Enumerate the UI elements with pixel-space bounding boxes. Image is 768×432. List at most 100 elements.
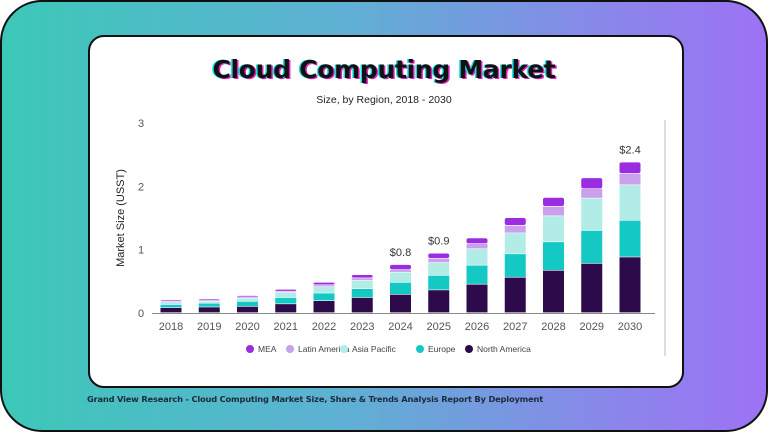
bar-segment-mea-2019 bbox=[198, 299, 220, 300]
bar-segment-asia-pacific-2029 bbox=[581, 198, 603, 231]
x-tick-label: 2028 bbox=[541, 321, 565, 333]
bar-segment-asia-pacific-2026 bbox=[466, 249, 488, 265]
bar-segment-mea-2027 bbox=[504, 218, 526, 226]
legend-label: Asia Pacific bbox=[352, 344, 397, 354]
bar-segment-europe-2029 bbox=[581, 230, 603, 264]
bar-segment-mea-2028 bbox=[543, 197, 564, 207]
bar-segment-latin-america-2018 bbox=[160, 301, 182, 303]
bar-segment-asia-pacific-2027 bbox=[504, 233, 526, 254]
legend-swatch bbox=[465, 345, 473, 353]
bar-segment-europe-2027 bbox=[504, 254, 526, 277]
bar-segment-asia-pacific-2028 bbox=[543, 216, 564, 242]
bar-segment-north-america-2029 bbox=[581, 263, 603, 313]
legend-item-mea[interactable]: MEA bbox=[246, 344, 277, 354]
bar-segment-asia-pacific-2024 bbox=[390, 272, 411, 283]
bar-segment-mea-2020 bbox=[237, 295, 258, 297]
bar-segment-asia-pacific-2022 bbox=[313, 287, 335, 293]
x-tick-label: 2026 bbox=[465, 321, 489, 333]
bar-segment-asia-pacific-2030 bbox=[619, 185, 641, 220]
bar-segment-europe-2025 bbox=[428, 275, 450, 290]
legend-swatch bbox=[286, 345, 294, 353]
bar-segment-europe-2022 bbox=[313, 293, 335, 301]
bar-segment-europe-2019 bbox=[198, 303, 220, 307]
x-tick-label: 2024 bbox=[388, 321, 412, 333]
bar-segment-latin-america-2023 bbox=[351, 278, 373, 281]
bar-segment-mea-2025 bbox=[428, 253, 450, 258]
bar-segment-north-america-2027 bbox=[504, 277, 526, 313]
x-tick-label: 2020 bbox=[235, 321, 259, 333]
bar-segment-latin-america-2030 bbox=[619, 173, 641, 185]
bar-segment-mea-2029 bbox=[581, 178, 603, 189]
bar-segment-europe-2028 bbox=[543, 242, 564, 270]
bar-segment-asia-pacific-2019 bbox=[198, 301, 220, 303]
bar-segment-latin-america-2022 bbox=[313, 285, 335, 287]
source-footer: Grand View Research - Cloud Computing Ma… bbox=[87, 394, 543, 404]
bar-segment-north-america-2024 bbox=[390, 294, 411, 313]
legend-swatch bbox=[416, 345, 424, 353]
legend-swatch bbox=[340, 345, 348, 353]
bar-segment-north-america-2020 bbox=[237, 306, 258, 313]
bar-segment-europe-2020 bbox=[237, 301, 258, 307]
bar-segment-mea-2024 bbox=[390, 264, 411, 270]
bar-segment-north-america-2023 bbox=[351, 297, 373, 313]
y-tick-label: 0 bbox=[138, 308, 144, 320]
y-tick-label: 2 bbox=[138, 181, 144, 193]
chart-title: Cloud Computing Market bbox=[212, 55, 556, 84]
legend-label: MEA bbox=[258, 344, 277, 354]
bar-segment-north-america-2026 bbox=[466, 284, 488, 313]
x-tick-label: 2027 bbox=[503, 321, 527, 333]
bar-segment-north-america-2025 bbox=[428, 290, 450, 313]
bar-segment-europe-2030 bbox=[619, 220, 641, 257]
bar-segment-latin-america-2020 bbox=[237, 297, 258, 298]
bar-segment-mea-2030 bbox=[619, 162, 641, 174]
legend-label: Europe bbox=[428, 344, 456, 354]
x-tick-label: 2021 bbox=[274, 321, 298, 333]
bar-segment-asia-pacific-2021 bbox=[275, 292, 297, 298]
bar-segment-latin-america-2019 bbox=[198, 300, 220, 302]
bar-segment-north-america-2021 bbox=[275, 304, 297, 313]
bar-segment-mea-2026 bbox=[466, 238, 488, 244]
y-tick-label: 1 bbox=[138, 245, 144, 257]
x-tick-label: 2023 bbox=[350, 321, 374, 333]
bar-segment-north-america-2019 bbox=[198, 307, 220, 313]
x-tick-label: 2022 bbox=[312, 321, 336, 333]
legend-swatch bbox=[246, 345, 254, 353]
bar-segment-asia-pacific-2023 bbox=[351, 280, 373, 289]
bar-segment-asia-pacific-2018 bbox=[160, 302, 182, 305]
x-tick-label: 2018 bbox=[159, 321, 183, 333]
bar-segment-north-america-2022 bbox=[313, 300, 335, 313]
x-tick-label: 2019 bbox=[197, 321, 221, 333]
legend-item-latin-america[interactable]: Latin America bbox=[286, 344, 350, 354]
bar-segment-mea-2023 bbox=[351, 275, 373, 278]
bar-segment-europe-2023 bbox=[351, 288, 373, 298]
bar-segment-asia-pacific-2025 bbox=[428, 262, 450, 276]
bar-segment-north-america-2028 bbox=[543, 270, 564, 313]
chart-subtitle: Size, by Region, 2018 - 2030 bbox=[316, 94, 452, 106]
data-label-2024: $0.8 bbox=[390, 247, 411, 259]
bar-segment-latin-america-2026 bbox=[466, 244, 488, 249]
bar-segment-europe-2026 bbox=[466, 265, 488, 284]
bar-segment-north-america-2030 bbox=[619, 257, 641, 313]
legend-label: North America bbox=[477, 344, 531, 354]
bar-segment-latin-america-2028 bbox=[543, 206, 564, 216]
bar-segment-latin-america-2029 bbox=[581, 188, 603, 198]
bar-segment-north-america-2018 bbox=[160, 307, 182, 313]
bar-segment-latin-america-2024 bbox=[390, 269, 411, 272]
legend-item-north-america[interactable]: North America bbox=[465, 344, 531, 354]
y-axis-label: Market Size (USST) bbox=[115, 169, 127, 267]
bar-segment-mea-2021 bbox=[275, 289, 297, 291]
data-label-2030: $2.4 bbox=[619, 144, 640, 156]
legend-item-europe[interactable]: Europe bbox=[416, 344, 456, 354]
bar-segment-latin-america-2021 bbox=[275, 291, 297, 293]
bar-segment-asia-pacific-2020 bbox=[237, 298, 258, 302]
data-label-2025: $0.9 bbox=[428, 235, 449, 247]
bar-segment-latin-america-2027 bbox=[504, 225, 526, 233]
legend-item-asia-pacific[interactable]: Asia Pacific bbox=[340, 344, 397, 354]
bar-segment-europe-2024 bbox=[390, 282, 411, 295]
bar-segment-mea-2022 bbox=[313, 282, 335, 285]
bar-segment-europe-2018 bbox=[160, 304, 182, 308]
x-tick-label: 2030 bbox=[618, 321, 642, 333]
bar-segment-mea-2018 bbox=[160, 300, 182, 302]
y-tick-label: 3 bbox=[138, 118, 144, 130]
